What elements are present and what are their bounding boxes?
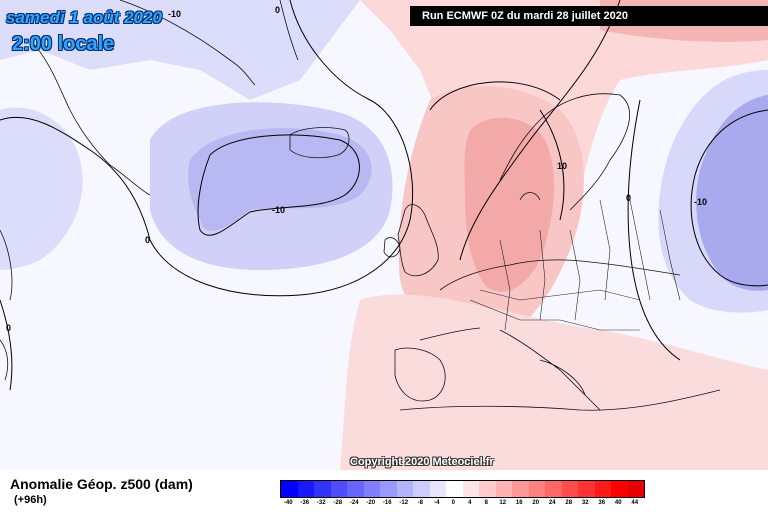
tick-label: -36 <box>300 500 310 506</box>
tick-label: 16 <box>515 500 523 506</box>
west-coast <box>0 229 13 381</box>
run-info: Run ECMWF 0Z du mardi 28 juillet 2020 <box>410 6 768 26</box>
color-swatch <box>462 481 479 497</box>
color-swatch <box>528 481 545 497</box>
tick-label: 12 <box>499 500 507 506</box>
color-swatch <box>495 481 512 497</box>
tick-label: 8 <box>484 500 488 506</box>
tick-label: -16 <box>382 500 392 506</box>
color-swatch <box>545 481 562 497</box>
tick-label: -28 <box>333 500 343 506</box>
color-swatch <box>281 481 298 497</box>
color-swatch <box>479 481 496 497</box>
color-swatch <box>413 481 430 497</box>
isolines <box>0 0 768 391</box>
isoline-zero-far-west <box>0 299 13 391</box>
color-swatch <box>363 481 380 497</box>
africa-coast <box>399 389 721 411</box>
contour-label-minus-ten-east: -10 <box>694 197 707 207</box>
copyright-notice: Copyright 2020 Meteociel.fr <box>350 456 494 468</box>
tick-label: -32 <box>316 500 326 506</box>
color-swatch <box>578 481 595 497</box>
tick-label: 44 <box>631 500 639 506</box>
blue-anomaly-west <box>0 107 83 270</box>
tick-label: -12 <box>399 500 409 506</box>
contour-label-zero-east: 0 <box>626 193 631 203</box>
tick-label: 20 <box>532 500 540 506</box>
color-swatch <box>627 481 644 497</box>
contour-label-zero-atlantic: 0 <box>145 235 150 245</box>
tick-label: 32 <box>581 500 589 506</box>
blue-anomaly-greenland <box>0 0 360 100</box>
contour-label-minus-ten-atlantic: -10 <box>272 205 285 215</box>
anomaly-map: 0 0 0 0 -10 -10 -10 10 <box>0 0 768 470</box>
country-borders <box>469 199 681 331</box>
isoline-zero-west <box>0 0 414 297</box>
coastlines <box>0 0 721 411</box>
red-anomaly-south <box>340 294 768 470</box>
tick-label: 40 <box>614 500 622 506</box>
isoline-zero-east <box>459 0 681 361</box>
parameter-title: Anomalie Géop. z500 (dam) <box>10 476 193 492</box>
tick-label: 36 <box>598 500 606 506</box>
color-swatch <box>347 481 364 497</box>
scandinavia-coast <box>499 93 630 211</box>
tick-label: 0 <box>451 500 455 506</box>
isoline-minus-ten-atlantic <box>197 134 360 236</box>
tick-label: -4 <box>434 500 440 506</box>
contour-label-zero-top: 0 <box>275 5 280 15</box>
color-swatch <box>330 481 347 497</box>
contour-label-plus-ten: 10 <box>557 161 567 171</box>
blue-anomaly-east-core <box>696 95 768 291</box>
color-scale-ticks: -40 -36 -32 -28 -24 -20 -16 -12 -8 -4 0 4 8 12 16 20 24 2… <box>280 500 643 506</box>
color-swatch <box>297 481 314 497</box>
forecast-date: samedi 1 août 2020 <box>6 8 162 27</box>
color-swatch <box>429 481 446 497</box>
forecast-time: 2:00 locale <box>12 33 115 55</box>
blue-anomaly-core <box>188 128 372 231</box>
lead-time: (+96h) <box>14 494 47 506</box>
color-swatch <box>594 481 611 497</box>
tick-label: 28 <box>565 500 573 506</box>
color-swatch <box>380 481 397 497</box>
color-scale <box>280 480 645 498</box>
contour-label-zero-west: 0 <box>6 323 11 333</box>
color-swatch <box>512 481 529 497</box>
color-swatch <box>314 481 331 497</box>
color-swatch <box>611 481 628 497</box>
continental-coast <box>394 259 681 411</box>
red-anomaly-core <box>464 117 555 292</box>
contour-label-minus-ten-top: -10 <box>168 9 181 19</box>
isoline-minus-ten-east <box>690 109 768 287</box>
tick-label: -8 <box>417 500 423 506</box>
color-swatch <box>561 481 578 497</box>
tick-label: -40 <box>283 500 293 506</box>
british-isles-coast <box>383 204 439 277</box>
color-swatch <box>396 481 413 497</box>
tick-label: -20 <box>366 500 376 506</box>
tick-label: 24 <box>548 500 556 506</box>
color-swatch <box>446 481 463 497</box>
greenland-coast <box>29 0 299 196</box>
isoline-plus-ten <box>429 81 565 221</box>
tick-label: -24 <box>349 500 359 506</box>
tick-label: 4 <box>468 500 472 506</box>
